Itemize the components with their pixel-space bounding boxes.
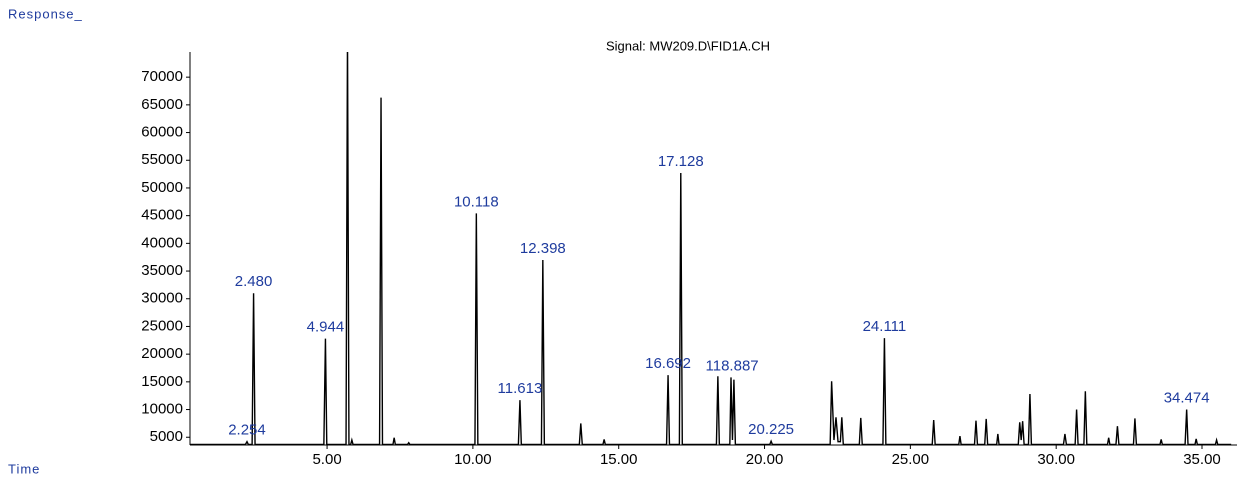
- y-tick-label: 20000: [141, 345, 183, 362]
- y-tick-label: 10000: [141, 401, 183, 418]
- x-tick-label: 15.00: [600, 451, 638, 468]
- peak-label: 10.118: [454, 193, 499, 210]
- peak-label: 24.111: [863, 318, 907, 335]
- x-tick-label: 10.00: [454, 451, 492, 468]
- peak-label: 118.887: [706, 357, 759, 374]
- y-tick-label: 15000: [141, 373, 183, 390]
- peak-label: 16.692: [645, 355, 691, 372]
- x-tick-label: 20.00: [746, 451, 784, 468]
- y-axis-title: Response_: [8, 6, 83, 21]
- y-tick-label: 45000: [141, 207, 183, 224]
- y-tick-label: 40000: [141, 234, 183, 251]
- x-tick-label: 30.00: [1037, 451, 1075, 468]
- peak-label: 2.254: [228, 422, 266, 439]
- x-axis-title: Time: [8, 461, 40, 476]
- x-tick-label: 35.00: [1183, 451, 1221, 468]
- peak-label: 17.128: [658, 153, 704, 170]
- y-tick-label: 55000: [141, 151, 183, 168]
- y-tick-label: 5000: [150, 428, 183, 445]
- y-tick-label: 60000: [141, 124, 183, 141]
- peak-label: 11.613: [498, 380, 543, 397]
- y-tick-label: 50000: [141, 179, 183, 196]
- peak-label: 12.398: [520, 240, 566, 257]
- peak-label: 4.944: [307, 319, 345, 336]
- signal-line: [190, 52, 1232, 446]
- peak-label: 2.480: [235, 273, 273, 290]
- x-tick-label: 25.00: [892, 451, 930, 468]
- y-tick-label: 65000: [141, 96, 183, 113]
- chart-title: Signal: MW209.D\FID1A.CH: [606, 38, 770, 53]
- y-tick-label: 35000: [141, 262, 183, 279]
- x-tick-label: 5.00: [312, 451, 341, 468]
- peak-label: 34.474: [1164, 390, 1210, 407]
- y-tick-label: 30000: [141, 290, 183, 307]
- y-tick-label: 25000: [141, 317, 183, 334]
- peak-label: 20.225: [748, 421, 794, 438]
- y-tick-label: 70000: [141, 68, 183, 85]
